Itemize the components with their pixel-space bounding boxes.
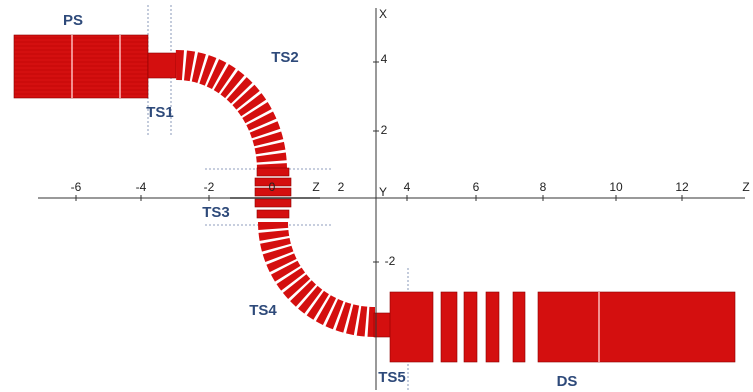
section-label: PS — [63, 12, 83, 29]
z-tick-label: 6 — [473, 180, 480, 194]
x-tick-label: -2 — [385, 254, 396, 268]
section-label: TS3 — [202, 204, 230, 221]
ts2-coils — [176, 65, 272, 170]
ts4-coils — [273, 222, 375, 322]
z-tick-label: 8 — [540, 180, 547, 194]
section-label: DS — [557, 373, 578, 390]
axis-label: Y — [379, 185, 387, 199]
axis-label: 0 — [269, 180, 276, 194]
axis-ticks — [76, 62, 682, 262]
section-label: TS2 — [271, 49, 299, 66]
section-label: TS4 — [249, 302, 277, 319]
z-tick-label: -4 — [136, 180, 147, 194]
z-tick-label: -2 — [204, 180, 215, 194]
x-tick-label: 2 — [381, 123, 388, 137]
ts5-magnet — [374, 313, 392, 337]
z-tick-label: 4 — [404, 180, 411, 194]
diagram: X Z Y Z 0 -6 -4 -2 2 4 6 8 10 12 4 2 -2 … — [0, 0, 753, 392]
z-tick-label: -6 — [71, 180, 82, 194]
ps-magnet — [14, 35, 176, 98]
axis-label: X — [379, 7, 387, 21]
ds-magnet — [390, 292, 735, 362]
axis-label: Z — [742, 180, 749, 194]
section-label: TS1 — [146, 104, 174, 121]
section-label: TS5 — [378, 369, 406, 386]
axis-label: Z — [312, 180, 319, 194]
z-tick-label: 10 — [609, 180, 623, 194]
z-tick-label: 2 — [338, 180, 345, 194]
x-tick-label: 4 — [381, 52, 388, 66]
z-tick-label: 12 — [675, 180, 689, 194]
